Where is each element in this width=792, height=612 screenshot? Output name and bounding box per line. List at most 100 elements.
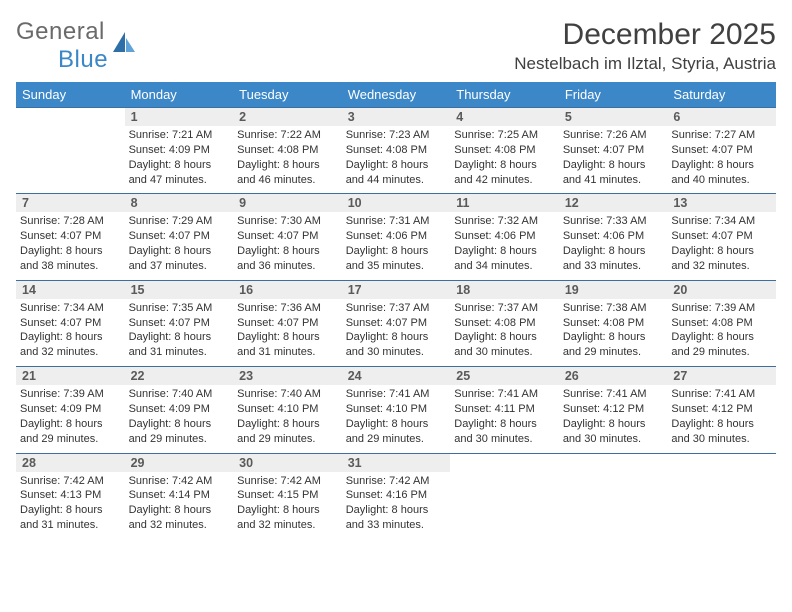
logo-sail-icon (111, 30, 137, 63)
day-number-row: 78910111213 (16, 194, 776, 213)
sunset-line: Sunset: 4:12 PM (563, 402, 664, 417)
daylight-line: Daylight: 8 hours and 38 minutes. (20, 244, 121, 274)
daylight-line: Daylight: 8 hours and 29 minutes. (671, 330, 772, 360)
sunset-line: Sunset: 4:13 PM (20, 488, 121, 503)
day-content-cell: Sunrise: 7:42 AMSunset: 4:15 PMDaylight:… (233, 472, 342, 539)
daylight-line: Daylight: 8 hours and 33 minutes. (346, 503, 447, 533)
daylight-line: Daylight: 8 hours and 29 minutes. (129, 417, 230, 447)
sunrise-line: Sunrise: 7:39 AM (671, 301, 772, 316)
day-content-cell: Sunrise: 7:27 AMSunset: 4:07 PMDaylight:… (667, 126, 776, 194)
title-block: December 2025 Nestelbach im Ilztal, Styr… (514, 18, 776, 74)
day-number-cell: 3 (342, 108, 451, 127)
sunset-line: Sunset: 4:06 PM (454, 229, 555, 244)
daylight-line: Daylight: 8 hours and 31 minutes. (237, 330, 338, 360)
daylight-line: Daylight: 8 hours and 36 minutes. (237, 244, 338, 274)
sunrise-line: Sunrise: 7:21 AM (129, 128, 230, 143)
sunrise-line: Sunrise: 7:30 AM (237, 214, 338, 229)
day-number-cell: 24 (342, 367, 451, 386)
weekday-header: Monday (125, 82, 234, 108)
sunset-line: Sunset: 4:09 PM (20, 402, 121, 417)
day-content-cell: Sunrise: 7:26 AMSunset: 4:07 PMDaylight:… (559, 126, 668, 194)
sunset-line: Sunset: 4:07 PM (129, 229, 230, 244)
sunrise-line: Sunrise: 7:42 AM (346, 474, 447, 489)
sunrise-line: Sunrise: 7:25 AM (454, 128, 555, 143)
day-content-cell: Sunrise: 7:23 AMSunset: 4:08 PMDaylight:… (342, 126, 451, 194)
sunrise-line: Sunrise: 7:42 AM (20, 474, 121, 489)
logo: General Blue (16, 18, 137, 74)
daylight-line: Daylight: 8 hours and 29 minutes. (20, 417, 121, 447)
daylight-line: Daylight: 8 hours and 33 minutes. (563, 244, 664, 274)
day-number-cell: 20 (667, 280, 776, 299)
day-content-cell: Sunrise: 7:25 AMSunset: 4:08 PMDaylight:… (450, 126, 559, 194)
day-content-cell: Sunrise: 7:41 AMSunset: 4:12 PMDaylight:… (559, 385, 668, 453)
daylight-line: Daylight: 8 hours and 34 minutes. (454, 244, 555, 274)
sunrise-line: Sunrise: 7:41 AM (671, 387, 772, 402)
sunrise-line: Sunrise: 7:23 AM (346, 128, 447, 143)
day-number-cell (559, 453, 668, 472)
day-content-cell: Sunrise: 7:41 AMSunset: 4:12 PMDaylight:… (667, 385, 776, 453)
day-number-cell: 17 (342, 280, 451, 299)
day-content-cell: Sunrise: 7:34 AMSunset: 4:07 PMDaylight:… (667, 212, 776, 280)
day-number-cell: 6 (667, 108, 776, 127)
sunset-line: Sunset: 4:07 PM (20, 229, 121, 244)
sunrise-line: Sunrise: 7:33 AM (563, 214, 664, 229)
daylight-line: Daylight: 8 hours and 32 minutes. (20, 330, 121, 360)
day-content-row: Sunrise: 7:21 AMSunset: 4:09 PMDaylight:… (16, 126, 776, 194)
daylight-line: Daylight: 8 hours and 35 minutes. (346, 244, 447, 274)
daylight-line: Daylight: 8 hours and 29 minutes. (346, 417, 447, 447)
sunset-line: Sunset: 4:09 PM (129, 402, 230, 417)
calendar-body: 123456Sunrise: 7:21 AMSunset: 4:09 PMDay… (16, 108, 776, 539)
sunset-line: Sunset: 4:11 PM (454, 402, 555, 417)
sunrise-line: Sunrise: 7:39 AM (20, 387, 121, 402)
day-number-cell (667, 453, 776, 472)
day-content-cell: Sunrise: 7:40 AMSunset: 4:10 PMDaylight:… (233, 385, 342, 453)
daylight-line: Daylight: 8 hours and 47 minutes. (129, 158, 230, 188)
sunset-line: Sunset: 4:08 PM (346, 143, 447, 158)
sunset-line: Sunset: 4:15 PM (237, 488, 338, 503)
sunset-line: Sunset: 4:08 PM (671, 316, 772, 331)
sunrise-line: Sunrise: 7:31 AM (346, 214, 447, 229)
day-content-cell (16, 126, 125, 194)
sunset-line: Sunset: 4:07 PM (20, 316, 121, 331)
sunset-line: Sunset: 4:14 PM (129, 488, 230, 503)
day-content-cell: Sunrise: 7:35 AMSunset: 4:07 PMDaylight:… (125, 299, 234, 367)
daylight-line: Daylight: 8 hours and 30 minutes. (454, 417, 555, 447)
daylight-line: Daylight: 8 hours and 29 minutes. (237, 417, 338, 447)
day-content-cell: Sunrise: 7:42 AMSunset: 4:16 PMDaylight:… (342, 472, 451, 539)
sunrise-line: Sunrise: 7:38 AM (563, 301, 664, 316)
sunrise-line: Sunrise: 7:34 AM (671, 214, 772, 229)
day-number-cell: 28 (16, 453, 125, 472)
day-content-cell: Sunrise: 7:41 AMSunset: 4:11 PMDaylight:… (450, 385, 559, 453)
sunset-line: Sunset: 4:06 PM (563, 229, 664, 244)
logo-text: General Blue (16, 18, 108, 74)
sunset-line: Sunset: 4:08 PM (237, 143, 338, 158)
day-number-cell: 29 (125, 453, 234, 472)
day-number-cell: 13 (667, 194, 776, 213)
sunset-line: Sunset: 4:10 PM (237, 402, 338, 417)
sunset-line: Sunset: 4:12 PM (671, 402, 772, 417)
day-content-cell: Sunrise: 7:39 AMSunset: 4:08 PMDaylight:… (667, 299, 776, 367)
daylight-line: Daylight: 8 hours and 40 minutes. (671, 158, 772, 188)
sunrise-line: Sunrise: 7:42 AM (237, 474, 338, 489)
daylight-line: Daylight: 8 hours and 46 minutes. (237, 158, 338, 188)
sunset-line: Sunset: 4:10 PM (346, 402, 447, 417)
day-content-cell (667, 472, 776, 539)
day-number-row: 14151617181920 (16, 280, 776, 299)
logo-word-general: General (16, 18, 105, 45)
daylight-line: Daylight: 8 hours and 32 minutes. (237, 503, 338, 533)
day-number-cell: 30 (233, 453, 342, 472)
day-content-cell: Sunrise: 7:42 AMSunset: 4:14 PMDaylight:… (125, 472, 234, 539)
day-number-cell: 23 (233, 367, 342, 386)
day-content-cell: Sunrise: 7:21 AMSunset: 4:09 PMDaylight:… (125, 126, 234, 194)
sunset-line: Sunset: 4:07 PM (237, 316, 338, 331)
sunrise-line: Sunrise: 7:22 AM (237, 128, 338, 143)
day-content-cell: Sunrise: 7:22 AMSunset: 4:08 PMDaylight:… (233, 126, 342, 194)
sunset-line: Sunset: 4:07 PM (129, 316, 230, 331)
sunrise-line: Sunrise: 7:36 AM (237, 301, 338, 316)
day-number-cell: 7 (16, 194, 125, 213)
day-number-cell: 14 (16, 280, 125, 299)
sunrise-line: Sunrise: 7:35 AM (129, 301, 230, 316)
daylight-line: Daylight: 8 hours and 29 minutes. (563, 330, 664, 360)
daylight-line: Daylight: 8 hours and 30 minutes. (454, 330, 555, 360)
logo-word-blue: Blue (58, 46, 108, 73)
